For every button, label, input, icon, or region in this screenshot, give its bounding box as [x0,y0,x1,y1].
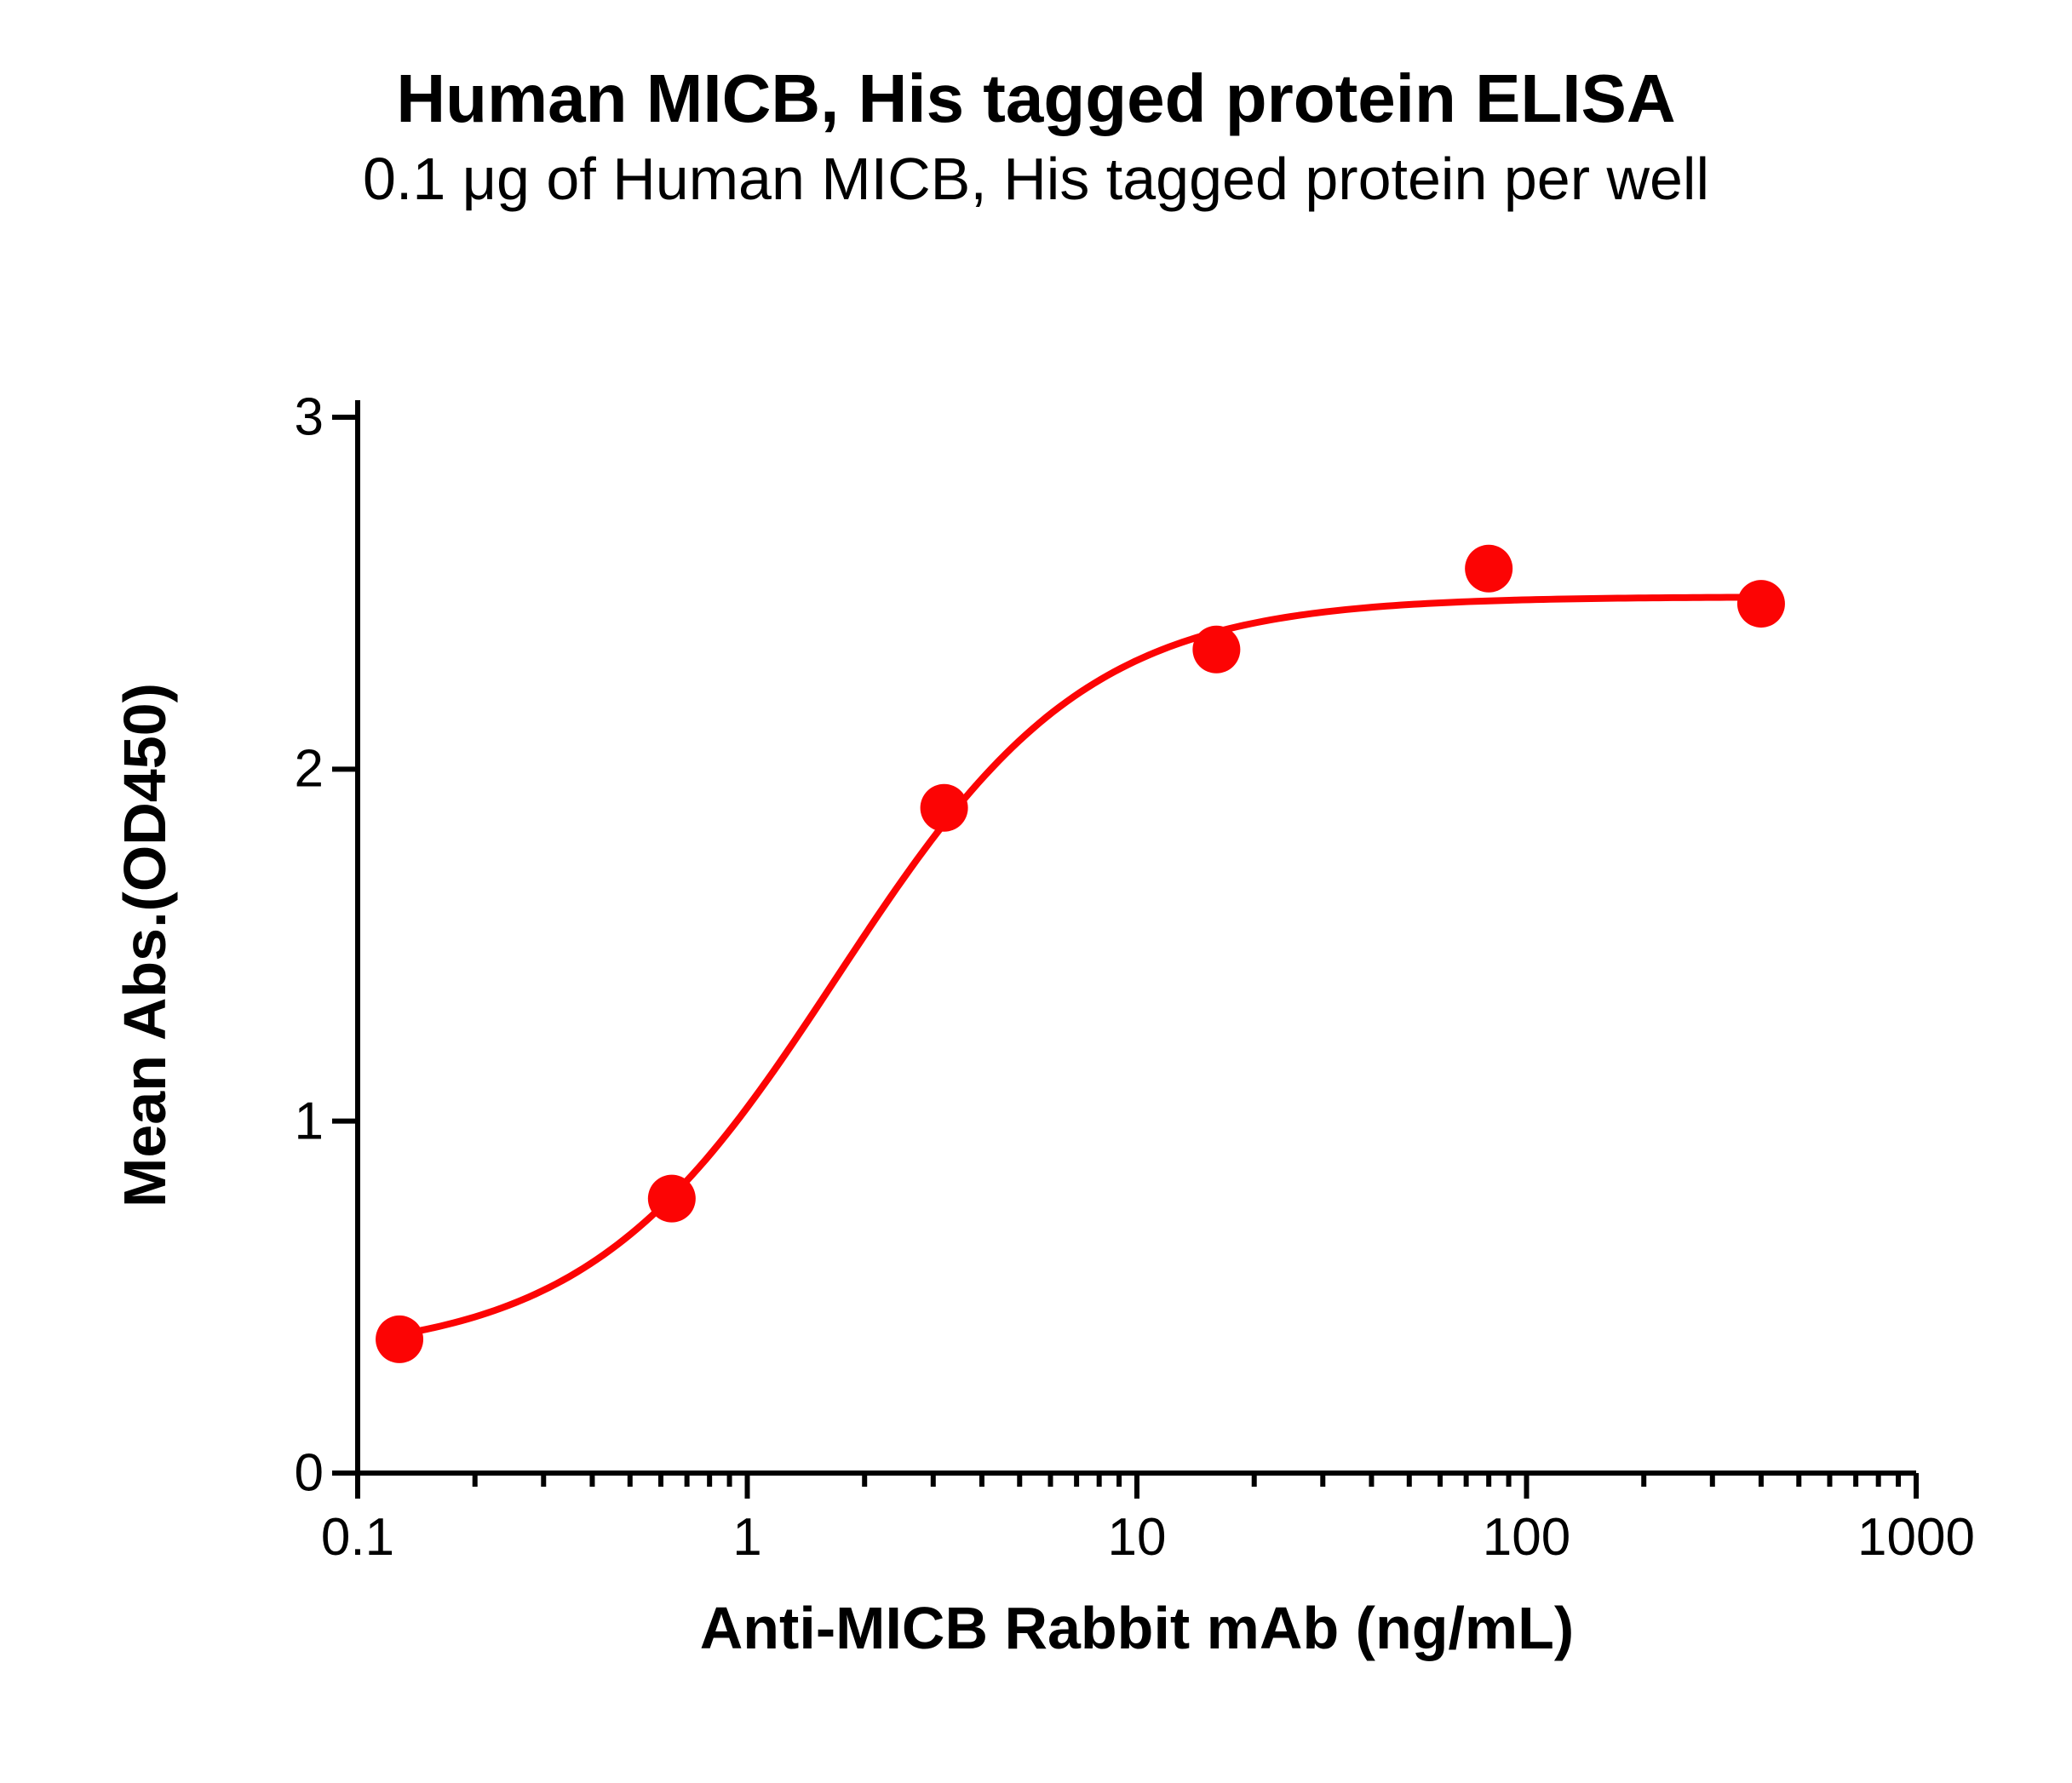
x-tick-label: 100 [1483,1507,1570,1568]
plot-area [358,417,1916,1473]
y-tick-label: 0 [255,1443,324,1504]
x-axis-label: Anti-MICB Rabbit mAb (ng/mL) [358,1594,1916,1662]
x-tick-label: 1 [732,1507,761,1568]
y-axis-label: Mean Abs.(OD450) [111,683,179,1207]
y-tick-label: 1 [255,1091,324,1151]
y-tick-label: 2 [255,739,324,800]
x-tick-label: 1000 [1857,1507,1975,1568]
chart-title: Human MICB, His tagged protein ELISA [0,60,2072,138]
x-tick-label: 10 [1108,1507,1167,1568]
chart-svg [358,417,1916,1473]
chart-subtitle: 0.1 μg of Human MICB, His tagged protein… [0,145,2072,213]
x-tick-label: 0.1 [321,1507,394,1568]
y-tick-label: 3 [255,387,324,448]
